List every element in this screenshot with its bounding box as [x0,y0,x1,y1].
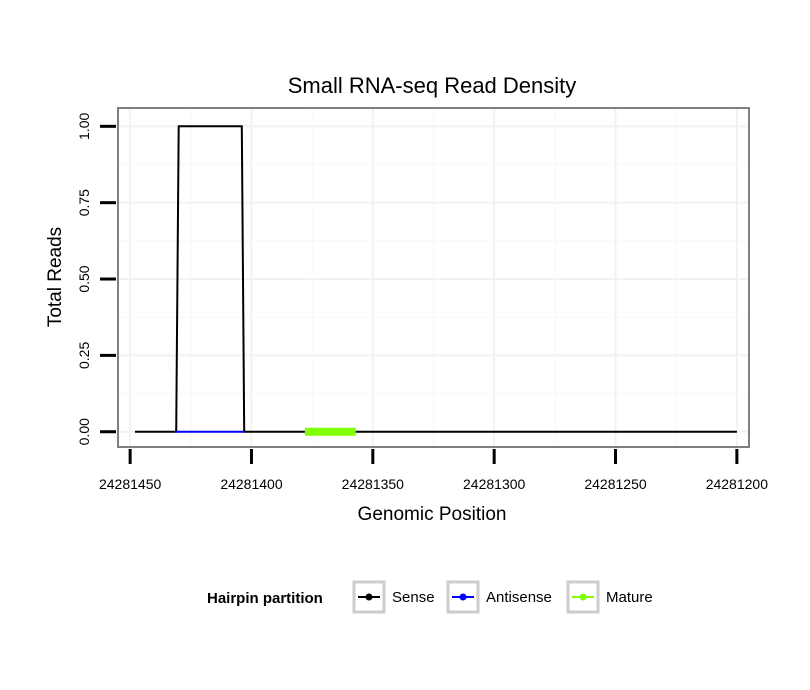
x-axis-title: Genomic Position [358,504,507,525]
plot-panel-border [117,107,750,448]
y-tick-label: 0.75 [76,189,92,216]
x-tick-label: 24281350 [342,476,405,492]
legend-key-point [579,593,587,601]
axis-layer: 24281450 24281400 24281350 24281300 24281250… [76,112,768,492]
x-tick-label: 24281250 [584,476,647,492]
y-tick-label: 1.00 [76,112,92,139]
legend-key-point [459,593,467,601]
legend-title: Hairpin partition [207,590,323,607]
legend: Hairpin partition Sense Antisense Mature [207,580,653,614]
legend-key-point [365,593,373,601]
y-tick-label: 0.25 [76,342,92,369]
chart-title: Small RNA-seq Read Density [288,73,577,98]
legend-label-mature: Mature [606,589,653,606]
legend-label-sense: Sense [392,589,435,606]
x-tick-label: 24281200 [706,476,769,492]
x-tick-label: 24281300 [463,476,526,492]
legend-label-antisense: Antisense [486,589,552,606]
series-layer [135,125,737,436]
x-tick-label: 24281400 [220,476,283,492]
y-tick-label: 0.50 [76,265,92,292]
y-tick-label: 0.00 [76,418,92,445]
y-axis-title: Total Reads [45,227,66,327]
grid-layer [118,108,749,447]
x-tick-label: 24281450 [99,476,162,492]
